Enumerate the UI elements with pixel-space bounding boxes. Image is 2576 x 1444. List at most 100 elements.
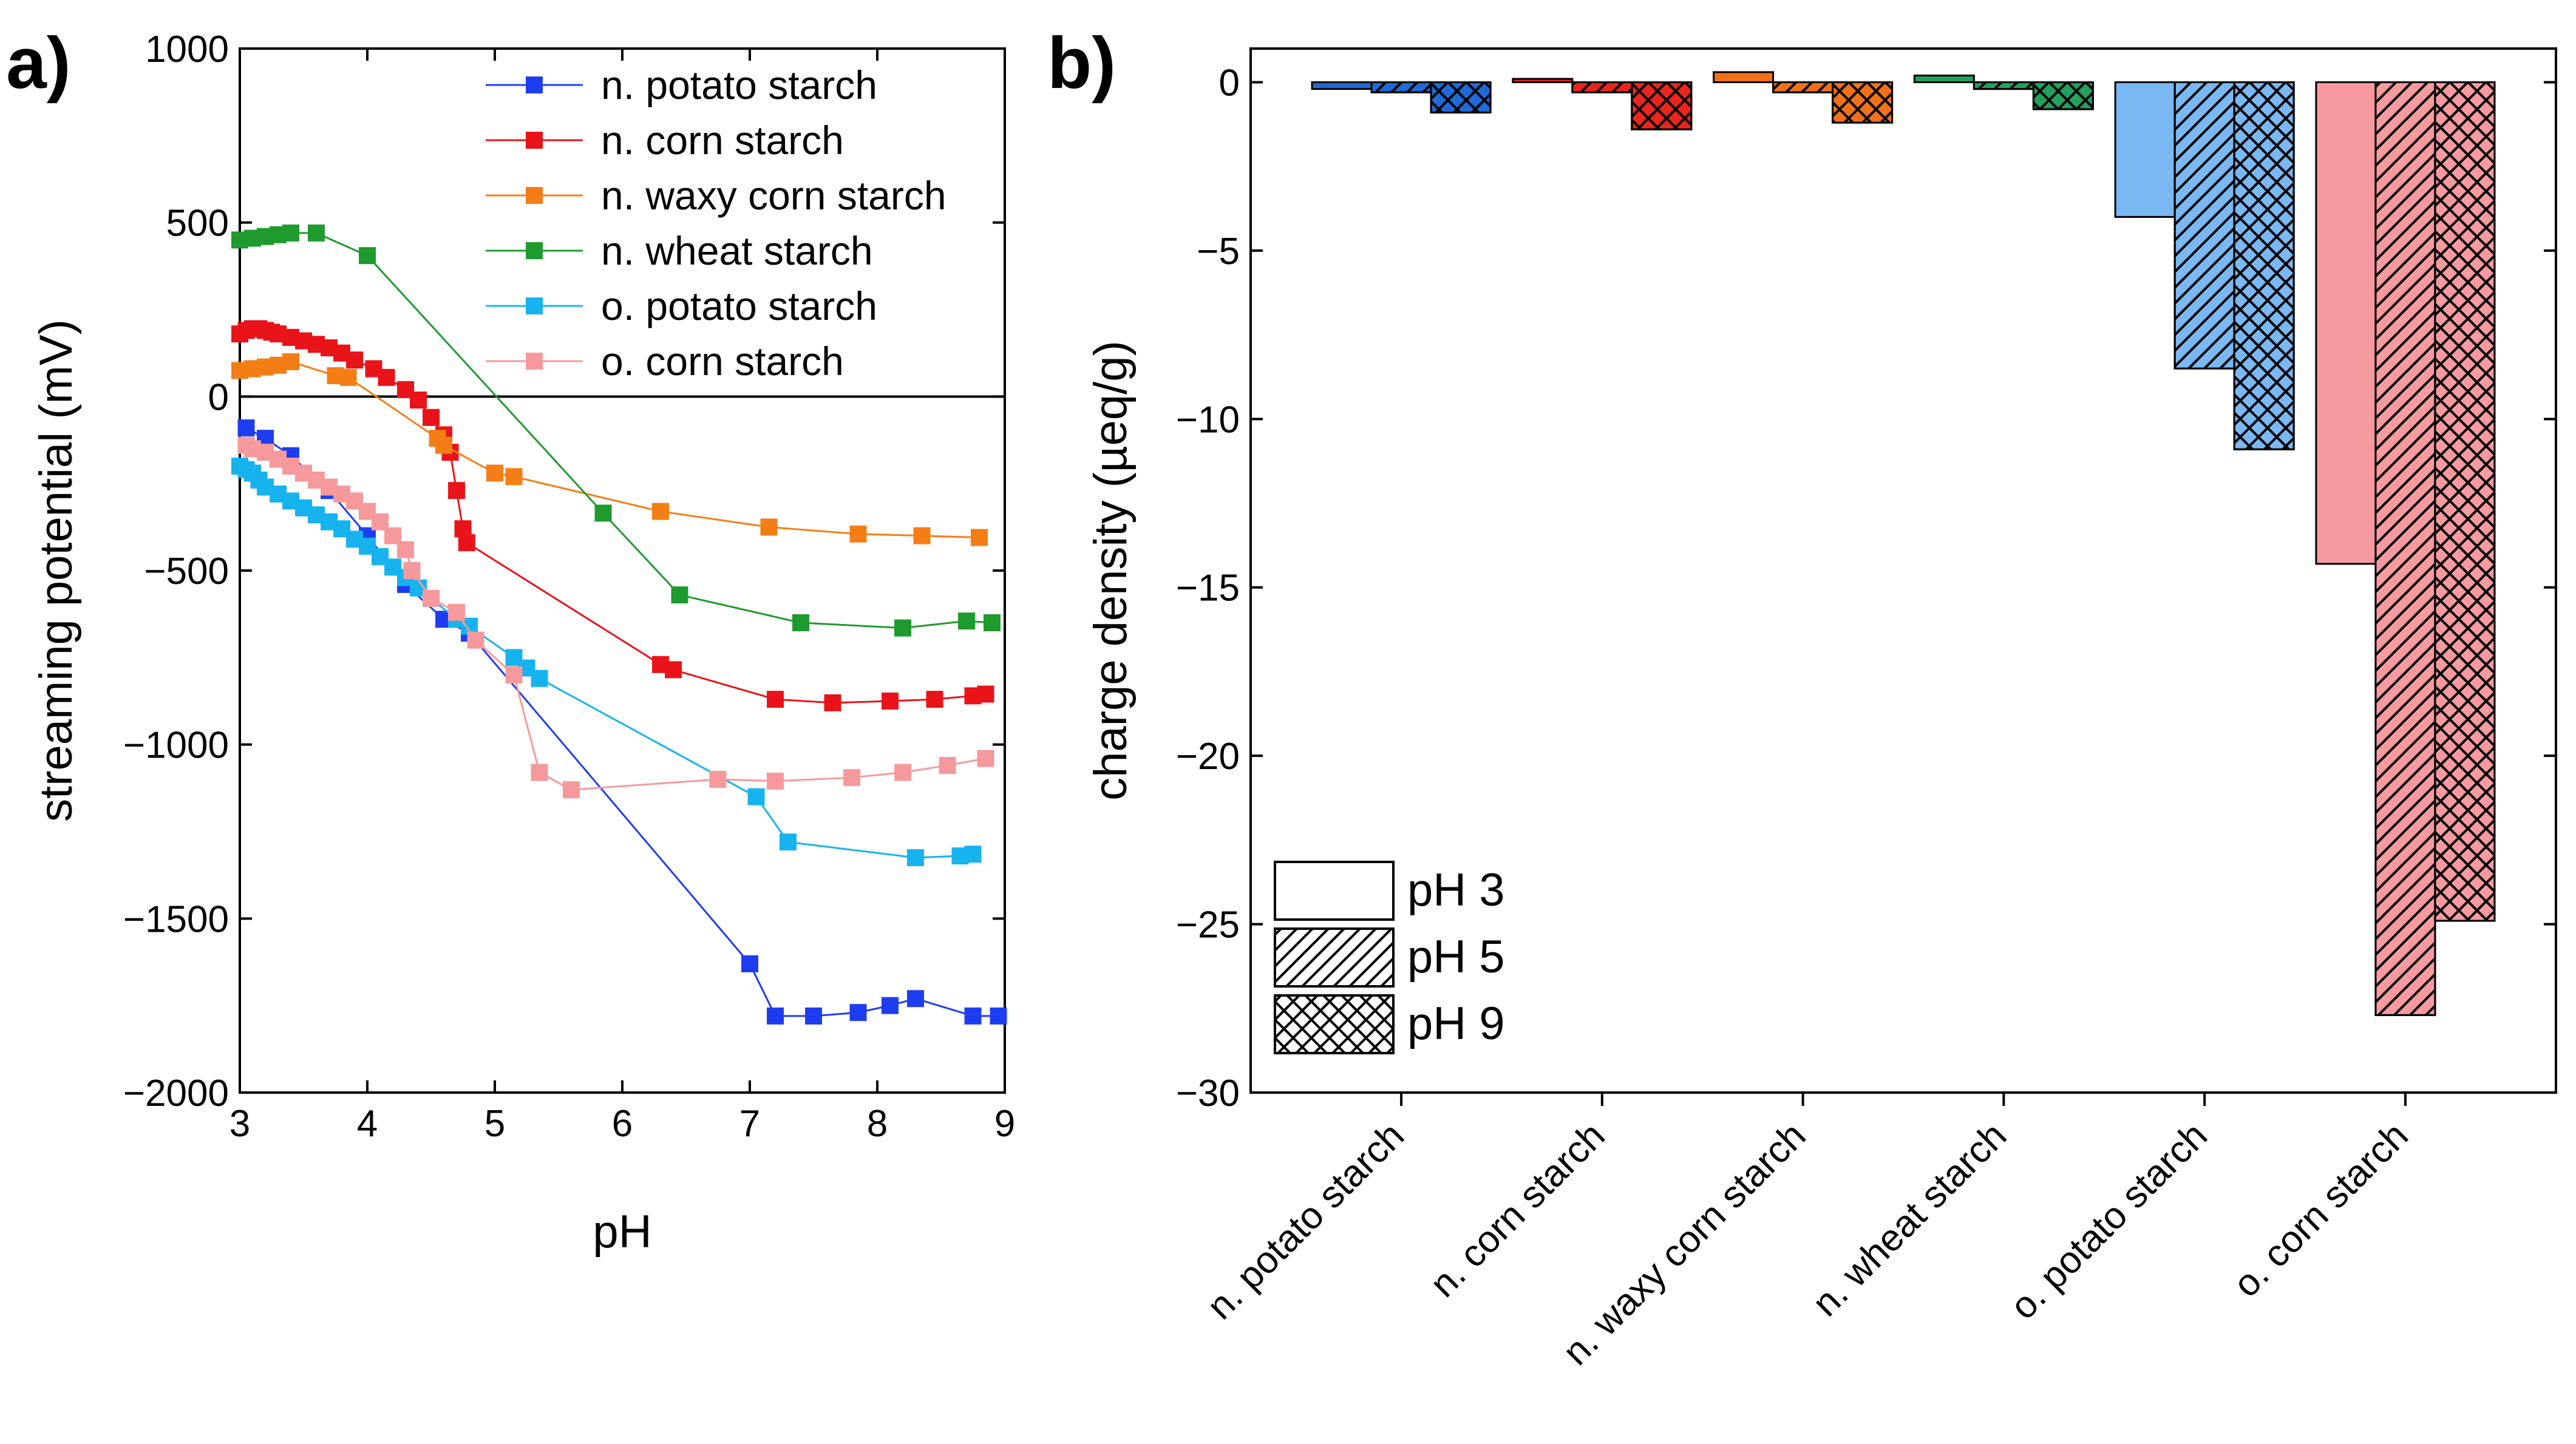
data-point — [397, 541, 414, 558]
data-point — [977, 750, 994, 767]
legend-label: pH 5 — [1407, 931, 1505, 983]
data-point — [907, 849, 924, 866]
x-tick-label: 8 — [867, 1103, 888, 1145]
data-point — [308, 224, 325, 242]
bar-pattern-ph-5 — [1370, 81, 1432, 93]
legend-marker — [526, 242, 543, 259]
data-point — [505, 468, 523, 486]
bar-pattern-ph-5 — [1772, 81, 1834, 93]
legend-item-ph-9: pH 9 — [1274, 994, 1505, 1054]
bar-pattern-ph-5 — [1571, 81, 1633, 93]
y-tick-label: 1000 — [145, 29, 229, 70]
data-point — [958, 612, 975, 630]
legend-item-o-potato-starch: o. potato starch — [486, 283, 877, 328]
data-point — [467, 631, 484, 649]
bar-group-o-corn-starch — [2315, 81, 2496, 1016]
legend-swatch-pattern — [1274, 927, 1395, 988]
data-point — [410, 392, 427, 409]
legend-marker — [526, 132, 543, 149]
data-point — [652, 503, 669, 520]
legend-swatch — [1274, 861, 1395, 921]
panel-a-x-axis-title: pH — [593, 1206, 651, 1258]
legend-marker — [526, 353, 543, 370]
bar-pattern-ph-9 — [1631, 81, 1693, 131]
legend-marker — [526, 297, 543, 314]
legend-item-n-wheat-starch: n. wheat starch — [486, 228, 873, 273]
bar-o-corn-starch-ph-3 — [2315, 81, 2377, 565]
data-point — [594, 504, 612, 522]
data-point — [458, 534, 475, 552]
data-point — [907, 990, 924, 1008]
data-point — [505, 666, 523, 683]
data-point — [435, 436, 452, 454]
data-point — [894, 619, 911, 637]
data-point — [824, 694, 841, 711]
bar-n-corn-starch-ph-3 — [1512, 78, 1574, 83]
data-point — [423, 408, 440, 426]
y-tick-label: −20 — [1176, 736, 1240, 778]
y-tick-label: −30 — [1176, 1073, 1240, 1114]
data-point — [882, 693, 899, 710]
x-tick-label: 9 — [994, 1103, 1015, 1145]
panel-b-y-axis-title: charge density (µeq/g) — [1085, 341, 1137, 801]
legend-label: n. corn starch — [601, 118, 844, 163]
panel-b-legend: pH 3 pH 5 pH 9 — [1274, 861, 1505, 1054]
data-point — [359, 247, 376, 265]
data-point — [378, 368, 395, 386]
panel-a-letter: a) — [6, 22, 71, 104]
data-point — [780, 833, 797, 851]
data-point — [423, 589, 440, 607]
data-point — [531, 669, 548, 687]
legend-item-n-potato-starch: n. potato starch — [486, 63, 877, 107]
bar-group-n-corn-starch — [1512, 78, 1693, 131]
category-label-o-corn-starch: o. corn starch — [2225, 1114, 2416, 1305]
data-point — [792, 614, 809, 631]
y-tick-label: 0 — [208, 376, 229, 418]
bar-pattern-ph-5 — [1973, 81, 2034, 90]
bar-group-o-potato-starch — [2114, 81, 2295, 450]
bar-n-wheat-starch-ph-3 — [1913, 74, 1975, 83]
data-point — [741, 955, 758, 972]
data-point — [849, 1004, 867, 1022]
bar-pattern-ph-5 — [2374, 81, 2436, 1016]
data-point — [767, 1007, 784, 1025]
bar-pattern-ph-9 — [2233, 81, 2295, 450]
data-point — [709, 771, 727, 788]
data-point — [346, 351, 363, 369]
data-point — [767, 772, 784, 790]
category-label-n-potato-starch: n. potato starch — [1199, 1114, 1412, 1327]
panel-a-y-axis-title: streaming potential (mV) — [30, 319, 82, 822]
data-point — [977, 685, 994, 703]
data-point — [448, 603, 465, 621]
bar-pattern-ph-5 — [2173, 81, 2235, 370]
y-tick-label: −2000 — [123, 1073, 229, 1114]
data-point — [984, 614, 1001, 631]
data-point — [971, 529, 988, 546]
x-tick-label: 6 — [612, 1103, 633, 1145]
legend-item-n-waxy-corn-starch: n. waxy corn starch — [486, 173, 946, 218]
panel-b-plot-frame — [1249, 47, 2557, 1094]
bar-o-potato-starch-ph-3 — [2114, 81, 2176, 218]
data-point — [882, 997, 899, 1014]
y-tick-label: −5 — [1197, 231, 1240, 273]
legend-item-n-corn-starch: n. corn starch — [486, 118, 844, 163]
data-point — [926, 691, 943, 708]
data-point — [990, 1007, 1007, 1025]
series-n-wheat-starch — [231, 224, 1001, 637]
data-point — [563, 781, 580, 799]
data-point — [665, 661, 682, 679]
y-tick-label: −10 — [1176, 399, 1240, 441]
panel-b: b) 0−5−10−15−20−25−30n. potato starch n. … — [1047, 22, 2557, 1374]
legend-marker — [526, 76, 543, 93]
data-point — [339, 368, 357, 386]
data-point — [849, 525, 867, 543]
data-point — [843, 769, 860, 787]
category-label-o-potato-starch: o. potato starch — [2002, 1114, 2215, 1327]
data-point — [913, 527, 931, 544]
legend-label: n. waxy corn starch — [601, 173, 946, 218]
bar-pattern-ph-9 — [1832, 81, 1894, 124]
category-label-n-corn-starch: n. corn starch — [1422, 1114, 1613, 1305]
y-tick-label: −1000 — [123, 725, 229, 767]
x-tick-label: 4 — [357, 1103, 378, 1145]
bar-n-waxy-corn-starch-ph-3 — [1713, 71, 1775, 83]
